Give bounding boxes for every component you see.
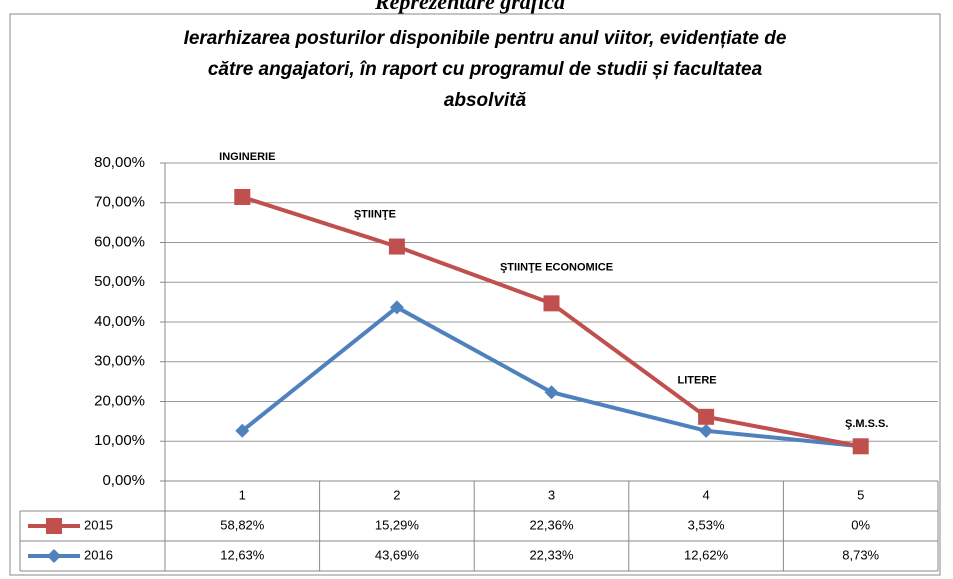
marker — [47, 549, 61, 563]
marker — [852, 438, 869, 455]
table-value: 12,63% — [220, 547, 265, 562]
marker — [388, 238, 405, 255]
y-tick-label: 40,00% — [94, 313, 145, 330]
marker — [235, 423, 250, 438]
y-tick-label: 70,00% — [94, 194, 145, 211]
y-tick-label: 50,00% — [94, 273, 145, 290]
table-value: 12,62% — [684, 547, 729, 562]
y-tick-label: 10,00% — [94, 432, 145, 449]
marker — [544, 385, 559, 400]
table-value: 43,69% — [375, 547, 420, 562]
y-tick-label: 0,00% — [102, 472, 145, 489]
marker — [543, 295, 560, 312]
chart-title: Ierarhizarea posturilor disponibile pent… — [184, 28, 787, 49]
annotation: Ş.M.S.S. — [845, 418, 888, 430]
marker — [389, 300, 404, 315]
table-value: 8,73% — [842, 547, 879, 562]
marker — [234, 188, 251, 205]
marker — [46, 518, 62, 534]
table-value: 0% — [851, 517, 870, 532]
table-value: 22,33% — [529, 547, 574, 562]
y-tick-label: 60,00% — [94, 233, 145, 250]
marker — [698, 408, 715, 425]
table-value: 58,82% — [220, 517, 265, 532]
chart-title: către angajatori, în raport cu programul… — [208, 59, 763, 80]
y-tick-label: 20,00% — [94, 392, 145, 409]
annotation: ŞTIINŢE ECONOMICE — [500, 261, 613, 273]
annotation: ŞTIINŢE — [354, 208, 396, 220]
legend-label: 2015 — [84, 517, 113, 532]
chart-title: absolvită — [444, 90, 527, 111]
y-tick-label: 80,00% — [94, 154, 145, 171]
marker — [699, 423, 714, 438]
table-value: 3,53% — [688, 517, 725, 532]
y-tick-label: 30,00% — [94, 353, 145, 370]
table-value: 15,29% — [375, 517, 420, 532]
x-tick-label: 1 — [239, 487, 246, 502]
x-tick-label: 5 — [857, 487, 864, 502]
x-tick-label: 2 — [393, 487, 400, 502]
annotation: LITERE — [678, 375, 717, 387]
x-tick-label: 3 — [548, 487, 555, 502]
annotation: INGINERIE — [219, 151, 275, 163]
legend-label: 2016 — [84, 547, 113, 562]
heading: Reprezentare grafică — [374, 0, 565, 14]
table-value: 22,36% — [529, 517, 574, 532]
x-tick-label: 4 — [702, 487, 709, 502]
